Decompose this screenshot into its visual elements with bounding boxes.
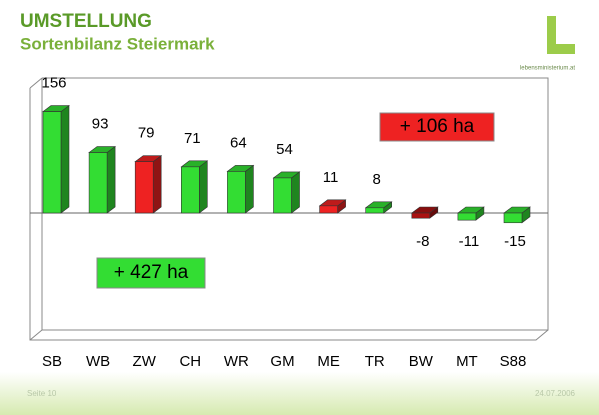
data-label: 54 xyxy=(276,141,293,158)
logo-shape xyxy=(547,44,575,54)
floor-edge xyxy=(29,88,549,341)
data-label: 156 xyxy=(41,75,66,92)
data-label: 11 xyxy=(323,169,339,186)
bar-side xyxy=(291,171,300,214)
x-tick-label: MT xyxy=(456,353,478,370)
annotation-box xyxy=(96,257,206,289)
bar xyxy=(42,111,62,214)
x-tick-label: S88 xyxy=(500,353,527,370)
data-label: -8 xyxy=(416,233,429,250)
bar-side xyxy=(199,160,208,214)
bar xyxy=(319,205,338,214)
bar xyxy=(365,207,385,214)
logo-shape xyxy=(547,16,556,54)
annotation-box xyxy=(379,112,495,142)
x-tick-label: TR xyxy=(365,353,385,370)
plot-frame xyxy=(29,77,549,341)
bar xyxy=(503,212,523,224)
x-tick-label: GM xyxy=(270,353,294,370)
x-tick-label: CH xyxy=(179,353,201,370)
bars: 156 SB 93 WB 79 ZW 71 CH 64 WR 54 GM 11 ME 8 TR -8 BW -11 M… xyxy=(30,75,548,370)
bar xyxy=(227,171,246,214)
wall-edge xyxy=(29,77,43,89)
title: UMSTELLUNG xyxy=(20,11,152,32)
subtitle: Sortenbilanz Steiermark xyxy=(20,34,215,53)
bar-side xyxy=(245,164,254,214)
bar xyxy=(134,161,154,214)
bar-side xyxy=(152,155,162,214)
data-label: 8 xyxy=(373,171,381,188)
page-number: Seite 10 xyxy=(27,389,57,398)
annotation: + 106 ha xyxy=(400,116,475,137)
x-tick-label: ZW xyxy=(133,353,157,370)
bar xyxy=(273,177,292,214)
x-tick-label: WB xyxy=(86,353,110,370)
data-label: 64 xyxy=(230,134,247,151)
data-label: 93 xyxy=(92,116,109,133)
floor-edge xyxy=(29,329,43,341)
data-label: -11 xyxy=(459,233,480,250)
x-tick-label: BW xyxy=(409,353,434,370)
footer-band xyxy=(0,372,599,415)
date: 24.07.2006 xyxy=(535,389,576,398)
data-label: -15 xyxy=(504,233,526,250)
x-tick-label: SB xyxy=(42,353,62,370)
bar-side xyxy=(106,145,116,214)
logo-text: lebensministerium.at xyxy=(520,66,575,72)
bar-side xyxy=(60,105,70,214)
data-label: 71 xyxy=(184,130,201,147)
bar xyxy=(88,152,108,214)
data-label: 79 xyxy=(138,125,155,142)
bar xyxy=(181,166,200,214)
annotation: + 427 ha xyxy=(114,262,189,283)
x-tick-label: WR xyxy=(224,353,249,370)
bar xyxy=(411,212,431,219)
bar xyxy=(457,212,477,221)
logo: lebensministerium.at xyxy=(520,16,575,72)
x-tick-label: ME xyxy=(317,353,340,370)
